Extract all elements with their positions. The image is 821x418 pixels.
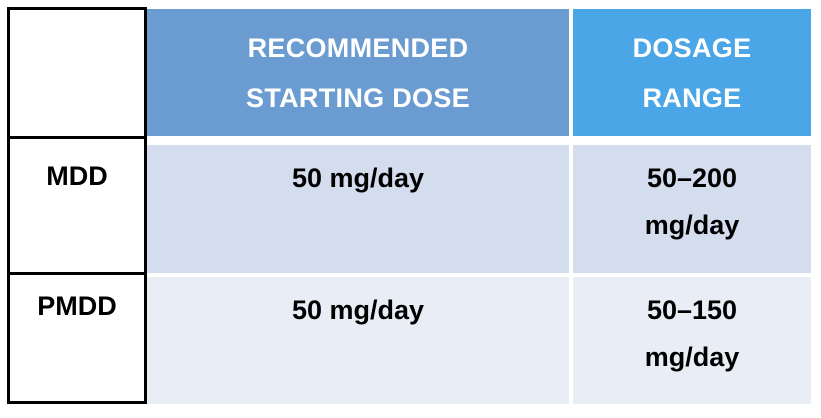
table-cell-pmdd-dosage-range: 50–150 mg/day <box>573 277 811 404</box>
table-cell-mdd-starting-dose: 50 mg/day <box>147 145 569 273</box>
row-label-mdd: MDD <box>46 161 108 191</box>
row-divider <box>10 272 144 275</box>
header-dosage-range: DOSAGE RANGE <box>573 9 811 136</box>
row-divider <box>10 136 144 139</box>
row-label-pmdd: PMDD <box>37 291 117 321</box>
table-cell-pmdd-starting-dose: 50 mg/day <box>147 277 569 404</box>
row-label-column <box>7 7 147 404</box>
table-cell-mdd-dosage-range: 50–200 mg/day <box>573 145 811 273</box>
header-starting-dose: RECOMMENDED STARTING DOSE <box>147 9 569 136</box>
